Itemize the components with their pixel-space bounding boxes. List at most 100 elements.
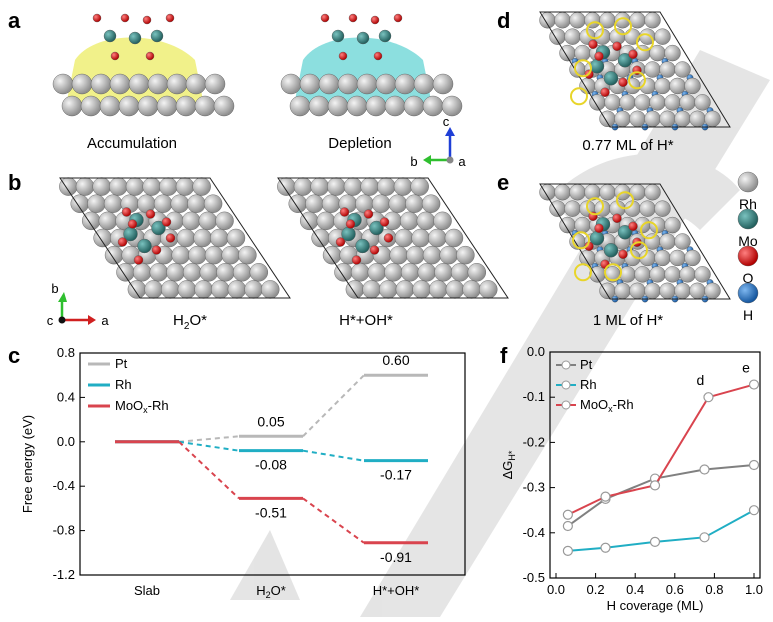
rh-atom <box>161 280 180 299</box>
rh-atom <box>654 249 671 267</box>
rh-atom <box>574 216 591 234</box>
legend-h-label: H <box>743 307 753 323</box>
o-atom <box>379 217 390 227</box>
rh-atom <box>422 245 442 265</box>
rh-atom <box>644 110 661 127</box>
rh-atom <box>176 228 196 248</box>
rh-atom <box>434 263 453 282</box>
rh-atom <box>554 12 571 29</box>
ytick-label-c: -1.2 <box>53 567 75 582</box>
rh-atom <box>249 263 269 282</box>
rh-atom <box>261 280 280 299</box>
rh-atom <box>389 245 408 265</box>
legend-marker-f <box>561 400 571 410</box>
rh-atom <box>170 194 189 213</box>
o-atom <box>165 13 175 23</box>
axis-label-a-b: a <box>101 313 109 328</box>
rh-atom <box>639 200 656 217</box>
mo-atom <box>137 238 152 254</box>
rh-atom <box>216 263 235 282</box>
rh-atom <box>644 184 661 201</box>
rh-atom <box>327 177 346 196</box>
energy-connector <box>178 440 240 452</box>
data-point-f <box>562 545 573 556</box>
o-atom <box>628 49 638 59</box>
legend-marker-f <box>561 360 571 370</box>
rh-atom <box>181 211 201 231</box>
ytick-label-f: -0.4 <box>523 525 545 540</box>
data-point-f <box>649 480 661 491</box>
data-label-c: -0.08 <box>255 457 287 473</box>
rh-atom <box>92 177 111 196</box>
o-atom <box>133 255 144 265</box>
unit-cell <box>59 177 291 299</box>
rh-atom <box>75 177 95 196</box>
mo-atom <box>103 29 117 43</box>
ytick-label-c: 0.8 <box>57 345 75 360</box>
data-point-f <box>649 536 661 547</box>
rh-atom <box>166 263 185 282</box>
rh-atom <box>704 282 721 299</box>
chart-c: 0.8 0.4 0.0 -0.4 -0.8 -1.2 Free energy (eV) Sla… <box>20 345 466 600</box>
rh-atom <box>462 280 481 299</box>
rh-atom <box>310 177 329 196</box>
o-atom <box>588 39 598 49</box>
rh-atom <box>221 245 240 265</box>
rh-atom <box>80 95 102 117</box>
ylabel-f: ΔGH* <box>500 450 517 479</box>
legend-o-label: O <box>743 270 754 286</box>
rh-atom <box>379 280 398 299</box>
rh-atom <box>316 211 336 231</box>
rh-atom <box>203 194 223 213</box>
rh-atom <box>289 95 311 117</box>
ylabel-c: Free energy (eV) <box>20 415 35 513</box>
rh-atom <box>142 177 161 196</box>
unit-cell <box>277 177 509 299</box>
rh-atom <box>327 95 349 117</box>
data-point-f <box>748 379 760 390</box>
rh-atom <box>177 280 197 299</box>
rh-atom <box>439 245 458 265</box>
o-atom <box>612 41 622 51</box>
rh-atom <box>564 28 581 45</box>
rh-atom <box>394 228 414 248</box>
rh-atom <box>674 282 691 299</box>
rh-atom <box>356 73 378 95</box>
xtick-label-c: Slab <box>134 583 160 598</box>
caption-accumulation: Accumulation <box>87 135 177 152</box>
rh-atom <box>644 282 661 299</box>
axis-label-a-a: a <box>458 154 466 169</box>
o-atom <box>618 77 628 87</box>
rh-atom <box>244 280 263 299</box>
h-adsorption-ring <box>616 191 634 210</box>
rh-atom <box>388 194 407 213</box>
rh-atom <box>182 263 202 282</box>
panel-label-a: a <box>8 8 21 33</box>
rh-atom <box>429 280 448 299</box>
o-atom <box>335 237 346 247</box>
rh-atom <box>166 73 188 95</box>
watermark <box>230 50 770 617</box>
mo-atom <box>603 71 619 86</box>
rh-atom <box>649 266 666 283</box>
rh-atom <box>350 263 370 282</box>
series-c-0: 0.05 0.60 <box>115 352 428 444</box>
rh-atom <box>403 95 425 117</box>
o-atom <box>117 237 128 247</box>
rh-atom <box>384 263 403 282</box>
h-adsorption-ring <box>628 71 646 90</box>
mo-atom <box>150 29 164 43</box>
rh-atom <box>144 280 163 299</box>
panel-label-f: f <box>500 343 508 368</box>
ytick-label-c: 0.4 <box>57 389 75 404</box>
rh-atom <box>564 200 581 217</box>
rh-atom <box>400 263 420 282</box>
xtick-label-f: 0.4 <box>626 582 644 597</box>
data-point-f <box>699 532 710 543</box>
rh-atom <box>417 263 437 282</box>
mo-atom <box>355 238 370 254</box>
rh-atom <box>614 282 631 299</box>
o-atom <box>600 87 610 97</box>
xtick-label-f: 0.0 <box>547 582 565 597</box>
